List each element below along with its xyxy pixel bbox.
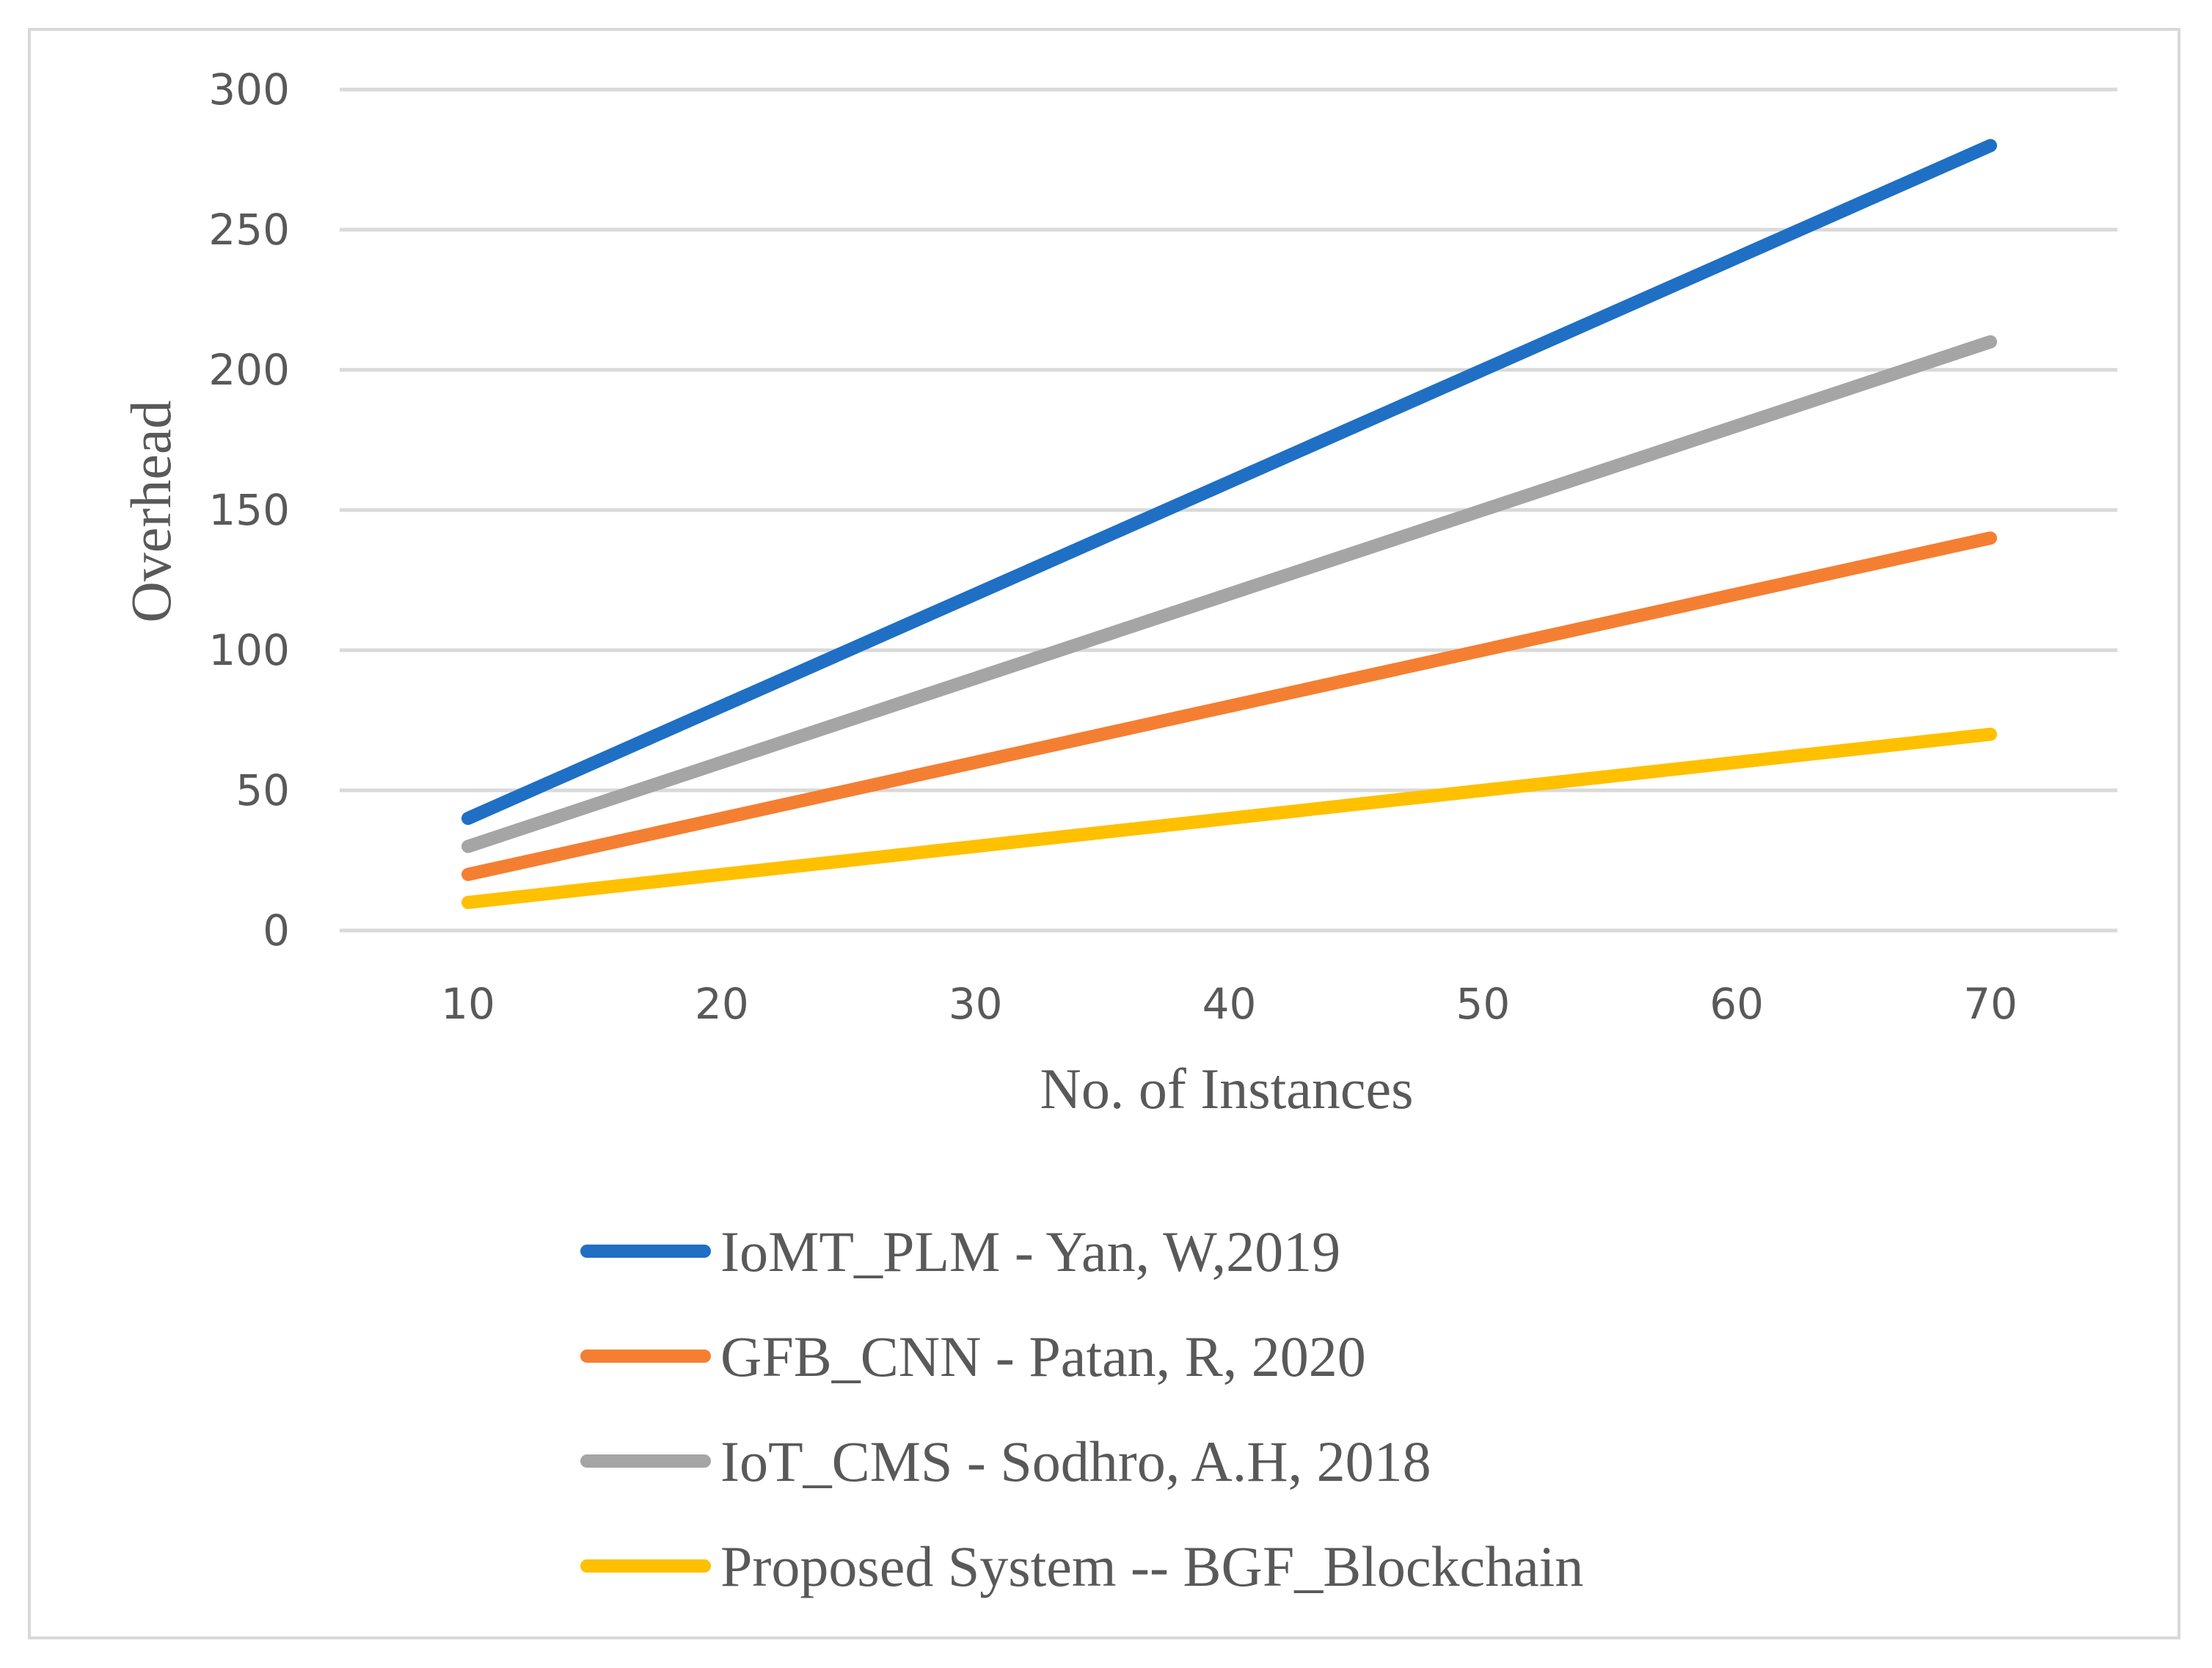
x-tick-label: 30 (949, 979, 1003, 1029)
y-tick-label: 300 (208, 65, 290, 114)
x-axis-title: No. of Instances (1040, 1057, 1413, 1121)
x-tick-label: 40 (1202, 979, 1257, 1029)
y-axis-title: Overhead (119, 400, 183, 622)
y-tick-label: 100 (208, 625, 290, 675)
x-tick-label: 60 (1709, 979, 1764, 1029)
y-tick-label: 50 (236, 765, 290, 815)
legend-label: Proposed System -- BGF_Blockchain (720, 1534, 1583, 1598)
series-line (461, 335, 1997, 853)
legend: IoMT_PLM - Yan, W,2019 GFB_CNN - Patan, R… (580, 1220, 1583, 1598)
legend-label: IoMT_PLM - Yan, W,2019 (720, 1220, 1340, 1283)
series-line (461, 139, 1997, 826)
series-line (461, 531, 1997, 881)
x-tick-label: 10 (441, 979, 495, 1029)
x-axis-ticks: 10 20 30 40 50 60 70 (441, 979, 2018, 1029)
x-tick-label: 70 (1963, 979, 2018, 1029)
series-line (461, 727, 1997, 909)
legend-label: GFB_CNN - Patan, R, 2020 (720, 1325, 1366, 1388)
y-tick-label: 150 (208, 485, 290, 535)
y-tick-label: 200 (208, 345, 290, 395)
series-lines (461, 139, 1997, 909)
y-axis-ticks: 0 50 100 150 200 250 300 (208, 65, 290, 955)
y-tick-label: 250 (208, 205, 290, 255)
y-tick-label: 0 (263, 906, 290, 955)
x-tick-label: 50 (1456, 979, 1510, 1029)
x-tick-label: 20 (695, 979, 749, 1029)
legend-label: IoT_CMS - Sodhro, A.H, 2018 (720, 1430, 1431, 1493)
